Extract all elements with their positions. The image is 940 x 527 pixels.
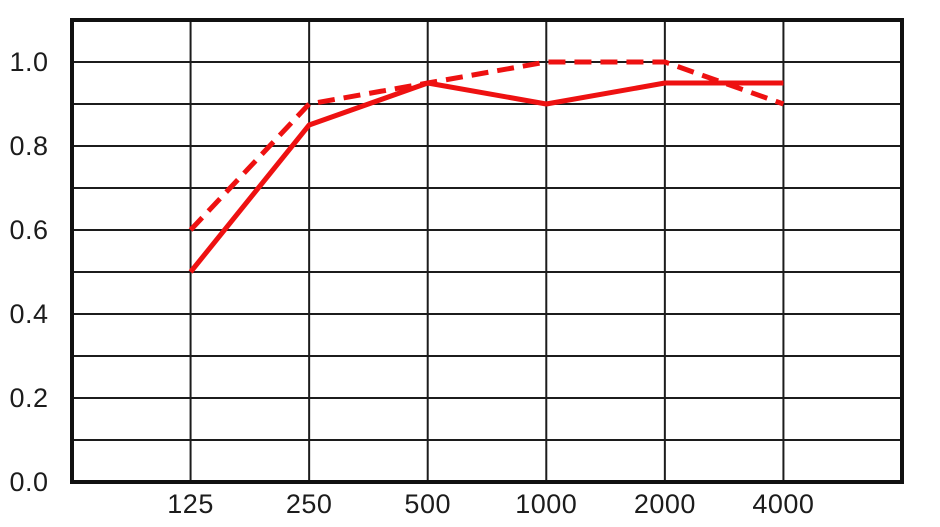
x-tick-label: 2000 (634, 489, 696, 519)
x-tick-label: 4000 (752, 489, 814, 519)
y-tick-label: 0.6 (9, 215, 48, 245)
y-tick-label: 1.0 (9, 47, 48, 77)
x-tick-label: 250 (286, 489, 333, 519)
plot-border (70, 18, 904, 484)
series-solid-line (188, 80, 784, 274)
y-tick-label: 0.8 (9, 131, 48, 161)
series-dashed-line (188, 59, 785, 232)
y-tick-label: 0.0 (9, 467, 48, 497)
x-tick-label: 1000 (515, 489, 577, 519)
x-tick-label: 500 (404, 489, 451, 519)
x-tick-label: 125 (167, 489, 214, 519)
y-tick-label: 0.2 (9, 383, 48, 413)
y-tick-label: 0.4 (9, 299, 48, 329)
